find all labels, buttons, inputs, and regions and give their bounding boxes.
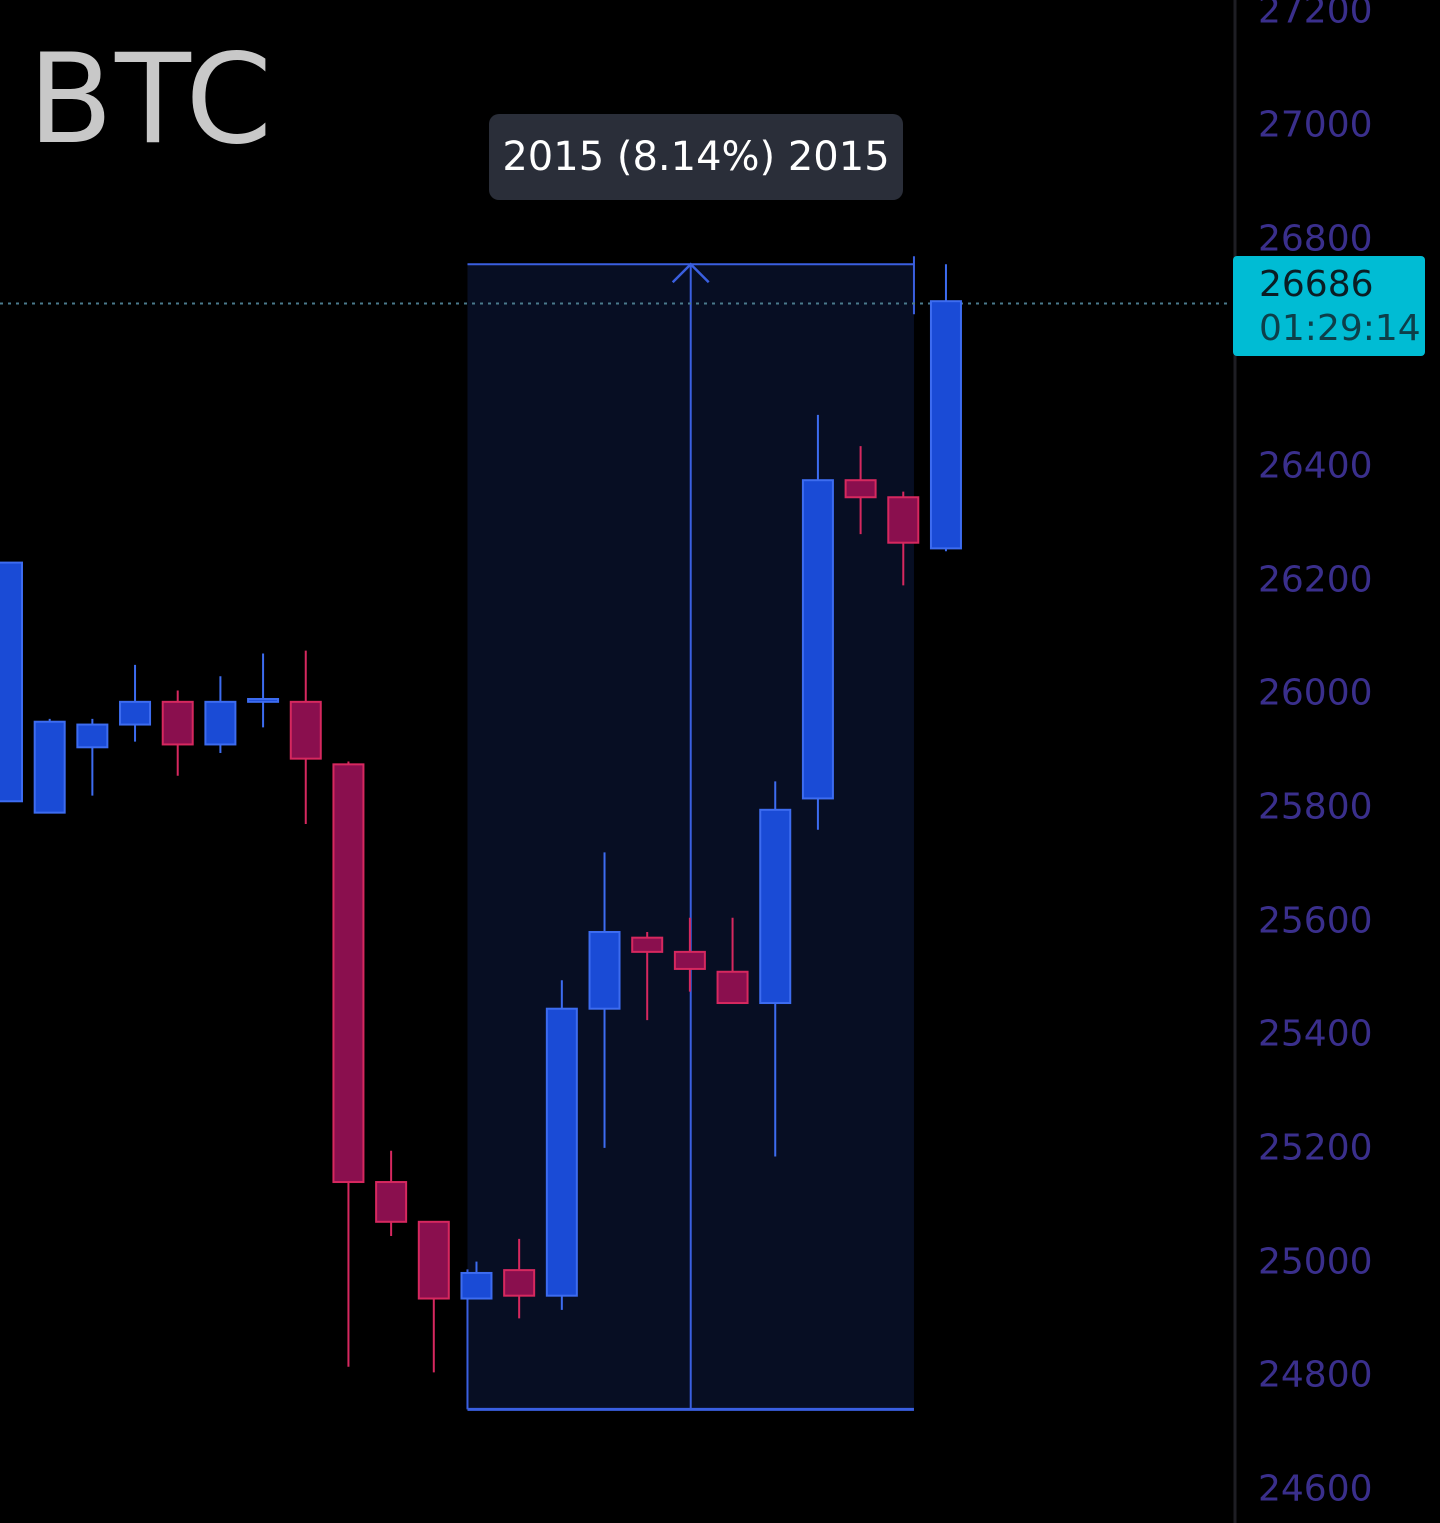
candle (289, 650, 322, 825)
candle-body (887, 496, 920, 544)
candle (631, 931, 664, 1021)
candle-body (673, 950, 706, 970)
candle-body (844, 479, 877, 499)
candle (417, 1220, 450, 1373)
candle-body (631, 936, 664, 953)
candle (503, 1238, 536, 1319)
candle (76, 718, 109, 796)
candle-body (76, 723, 109, 749)
candle-body (0, 561, 23, 803)
candle (247, 653, 280, 728)
candle-body (417, 1220, 450, 1300)
price-axis-label: 27000 (1258, 104, 1373, 146)
price-axis-label: 25800 (1258, 786, 1373, 828)
measure-result-label: 2015 (8.14%) 2015 (489, 114, 903, 200)
price-axis-label: 24800 (1258, 1354, 1373, 1396)
candle-body (929, 300, 962, 550)
candle (887, 491, 920, 586)
candle (929, 264, 962, 552)
candle (588, 852, 621, 1148)
candle-body (460, 1271, 493, 1300)
price-axis-label: 27200 (1258, 0, 1373, 32)
candle (332, 761, 365, 1367)
candle (460, 1261, 493, 1300)
candle-body (247, 697, 280, 703)
candle-body (161, 700, 194, 746)
candle-body (503, 1269, 536, 1297)
candle-body (801, 479, 834, 800)
candle (844, 446, 877, 535)
candle (161, 690, 194, 776)
candle (801, 414, 834, 830)
candles (0, 264, 962, 1373)
candle-body (332, 763, 365, 1184)
price-axis-label: 25600 (1258, 900, 1373, 942)
candle-body (716, 970, 749, 1005)
last-price-tag: 26686 01:29:14 (1233, 256, 1425, 356)
candle (375, 1150, 408, 1237)
candle-body (545, 1007, 578, 1297)
measure-tool[interactable] (466, 256, 915, 1411)
candle (119, 664, 152, 742)
candle (0, 561, 23, 803)
candle-body (204, 700, 237, 746)
candle (33, 718, 66, 814)
price-axis-label: 25000 (1258, 1241, 1373, 1283)
candle-body (588, 930, 621, 1010)
candle (545, 980, 578, 1310)
candle (716, 917, 749, 1005)
candle-body (759, 808, 792, 1005)
candle-body (289, 700, 322, 760)
candle (204, 676, 237, 753)
candle-body (33, 720, 66, 814)
measure-arrow-head (671, 262, 710, 284)
last-price-value: 26686 (1259, 264, 1374, 305)
candle (759, 781, 792, 1157)
price-axis-label: 24600 (1258, 1468, 1373, 1510)
price-axis-label: 26400 (1258, 445, 1373, 487)
price-axis-label: 25200 (1258, 1127, 1373, 1169)
candle (673, 917, 706, 992)
candle-body (375, 1181, 408, 1223)
price-axis-label: 26200 (1258, 559, 1373, 601)
price-axis-label: 26800 (1258, 218, 1373, 260)
candle-countdown: 01:29:14 (1259, 308, 1421, 349)
price-axis-label: 25400 (1258, 1013, 1373, 1055)
symbol-watermark: BTC (28, 28, 275, 172)
price-axis-label: 26000 (1258, 672, 1373, 714)
candle-body (119, 700, 152, 726)
